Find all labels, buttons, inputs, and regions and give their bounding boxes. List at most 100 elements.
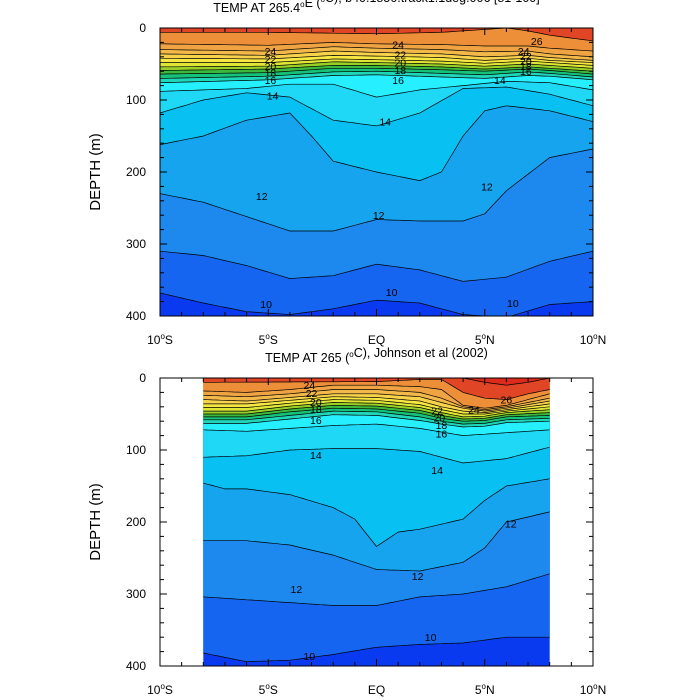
y-tick-label: 100 xyxy=(126,93,146,107)
x-tick-label: 5oN xyxy=(475,332,495,347)
y-tick-label: 300 xyxy=(126,587,146,601)
contour-label-14: 14 xyxy=(431,465,443,477)
contour-fills xyxy=(203,378,550,666)
chart-title: TEMP AT 265.4oE (oC), b40.1850.track1.1d… xyxy=(213,0,539,15)
y-tick-label: 0 xyxy=(139,371,146,385)
isotherm-14 xyxy=(203,446,550,464)
contour-label-22: 22 xyxy=(520,51,532,63)
contour-label-16: 16 xyxy=(310,415,322,427)
isotherm-25 xyxy=(203,384,550,409)
contour-label-12: 12 xyxy=(291,584,303,596)
contour-label-26: 26 xyxy=(531,36,543,48)
contour-label-22: 22 xyxy=(306,388,318,400)
isotherm-10 xyxy=(160,292,593,316)
isotherm-15 xyxy=(203,423,550,436)
isotherm-17 xyxy=(203,410,550,425)
contour-label-16: 16 xyxy=(265,75,277,87)
contour-label-24: 24 xyxy=(518,46,530,58)
isotherm-16 xyxy=(203,414,550,428)
x-tick-label: EQ xyxy=(368,333,385,347)
contour-label-10: 10 xyxy=(386,287,398,299)
band-above-26 xyxy=(203,378,550,400)
isotherm-18 xyxy=(160,67,593,75)
isotherm-24 xyxy=(160,46,593,58)
contour-label-16: 16 xyxy=(392,75,404,87)
contour-label-10: 10 xyxy=(425,632,437,644)
contour-label-22: 22 xyxy=(431,405,443,417)
contour-label-12: 12 xyxy=(373,210,385,222)
panel-2: 2422201816222018162426141412121210100100… xyxy=(87,346,606,697)
isotherm-12 xyxy=(160,148,593,232)
panel-1: 2624222018162422201816242220181614141412… xyxy=(87,0,606,347)
contour-label-18: 18 xyxy=(265,68,277,80)
contour-label-24: 24 xyxy=(392,40,404,52)
y-tick-label: 300 xyxy=(126,237,146,251)
isotherm-16 xyxy=(160,74,593,84)
isotherm-19 xyxy=(160,65,593,72)
contour-label-14: 14 xyxy=(267,91,279,103)
isotherm-15 xyxy=(160,80,593,98)
isotherm-24 xyxy=(203,389,550,411)
contour-label-20: 20 xyxy=(433,413,445,425)
contour-label-10: 10 xyxy=(260,299,272,311)
contour-label-20: 20 xyxy=(310,397,322,409)
contour-label-12: 12 xyxy=(481,181,493,193)
chart-title: TEMP AT 265 (oC), Johnson et al (2002) xyxy=(265,346,488,365)
contour-label-20: 20 xyxy=(394,58,406,70)
isotherm-14 xyxy=(160,86,593,127)
contour-label-18: 18 xyxy=(394,65,406,77)
contour-label-18: 18 xyxy=(310,404,322,416)
contour-label-12: 12 xyxy=(505,518,517,530)
x-tick-label: 10oS xyxy=(147,332,173,347)
contour-label-12: 12 xyxy=(256,191,268,203)
x-tick-label: 10oS xyxy=(147,682,173,697)
y-tick-label: 100 xyxy=(126,443,146,457)
contour-label-20: 20 xyxy=(520,56,532,68)
contour-label-14: 14 xyxy=(310,450,322,462)
y-axis-label: DEPTH (m) xyxy=(87,133,104,211)
y-tick-label: 0 xyxy=(139,21,146,35)
isotherm-27 xyxy=(203,378,550,386)
isotherm-17 xyxy=(160,70,593,79)
x-tick-label: 10oN xyxy=(580,332,606,347)
isotherm-21 xyxy=(203,399,550,415)
contour-fills xyxy=(160,28,593,316)
contour-label-24: 24 xyxy=(304,380,316,392)
contour-label-10: 10 xyxy=(507,298,519,310)
isotherm-23 xyxy=(203,393,550,412)
contour-label-16: 16 xyxy=(520,66,532,78)
contour-label-10: 10 xyxy=(304,651,316,663)
contour-label-12: 12 xyxy=(412,571,424,583)
y-tick-label: 200 xyxy=(126,165,146,179)
isotherm-21 xyxy=(160,58,593,66)
isotherm-13 xyxy=(203,478,550,547)
isotherm-22 xyxy=(160,55,593,63)
y-tick-label: 400 xyxy=(126,659,146,673)
contour-label-24: 24 xyxy=(468,405,480,417)
isotherm-13 xyxy=(160,105,593,181)
isotherm-20 xyxy=(160,61,593,69)
isotherm-20 xyxy=(203,402,550,418)
x-tick-label: EQ xyxy=(368,683,385,697)
contour-label-14: 14 xyxy=(494,75,506,87)
x-tick-label: 10oN xyxy=(580,682,606,697)
x-tick-label: 5oN xyxy=(475,682,495,697)
contour-label-18: 18 xyxy=(436,420,448,432)
isotherm-25 xyxy=(160,42,593,52)
isotherm-12 xyxy=(203,511,550,572)
contour-label-24: 24 xyxy=(265,46,277,58)
contour-label-18: 18 xyxy=(520,61,532,73)
contour-label-14: 14 xyxy=(379,117,391,129)
contour-label-22: 22 xyxy=(394,50,406,62)
y-tick-label: 200 xyxy=(126,515,146,529)
isotherm-11 xyxy=(160,250,593,282)
y-axis-label: DEPTH (m) xyxy=(87,483,104,561)
isotherm-18 xyxy=(203,407,550,422)
isotherm-22 xyxy=(203,396,550,413)
isotherm-11 xyxy=(203,573,550,606)
y-tick-label: 400 xyxy=(126,309,146,323)
contour-label-22: 22 xyxy=(265,54,277,66)
contour-label-16: 16 xyxy=(436,428,448,440)
x-tick-label: 5oS xyxy=(259,332,278,347)
